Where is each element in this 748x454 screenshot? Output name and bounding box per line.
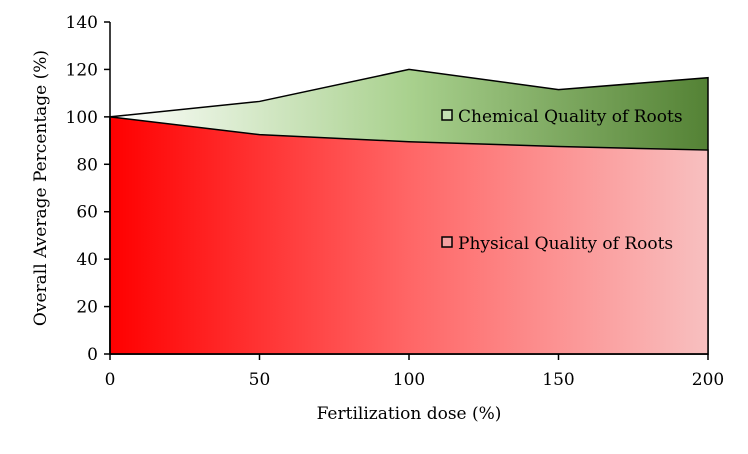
y-tick-label: 120: [66, 60, 98, 80]
x-axis-label: Fertilization dose (%): [317, 404, 502, 424]
x-tick-label: 50: [249, 370, 271, 390]
x-tick-label: 100: [393, 370, 425, 390]
y-tick-label: 80: [76, 155, 98, 175]
y-tick-label: 0: [87, 345, 98, 365]
y-tick-label: 100: [66, 108, 98, 128]
legend-swatch: [441, 236, 453, 248]
y-tick-label: 40: [76, 250, 98, 270]
y-tick-label: 60: [76, 203, 98, 223]
legend-label: Physical Quality of Roots: [458, 234, 673, 254]
legend-swatch: [441, 109, 453, 121]
x-tick-label: 0: [105, 370, 116, 390]
y-axis-label: Overall Average Percentage (%): [31, 50, 51, 326]
y-tick-label: 20: [76, 298, 98, 318]
legend-label: Chemical Quality of Roots: [458, 107, 683, 127]
x-tick-label: 200: [692, 370, 724, 390]
area-physical-quality-of-roots: [109, 116, 709, 355]
y-tick-label: 140: [66, 13, 98, 33]
x-tick-label: 150: [542, 370, 574, 390]
